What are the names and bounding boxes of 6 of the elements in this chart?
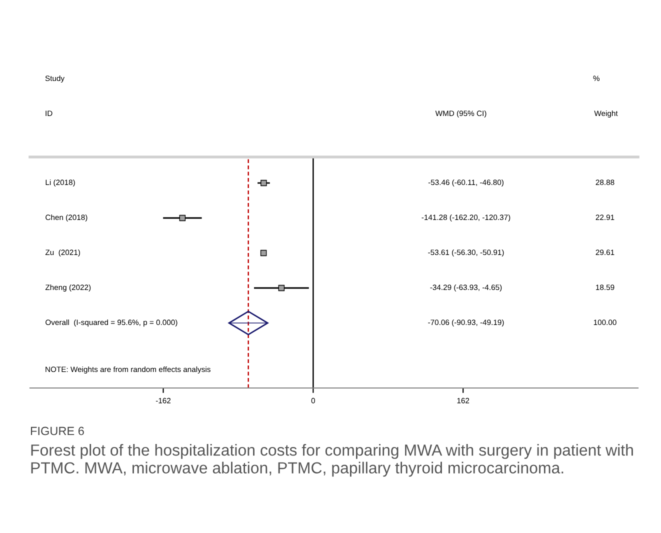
point: [260, 250, 267, 256]
point: [260, 180, 267, 186]
text: FIGURE 6: [30, 426, 84, 436]
text: Forest plot of the hospitalization costs for comparing MWA with surgery in patient with PTMC. MWA, microwave ablation, PTMC, papillary thyroid microcarcinoma.: [31, 444, 633, 477]
point: [179, 214, 186, 222]
point: [278, 284, 285, 292]
